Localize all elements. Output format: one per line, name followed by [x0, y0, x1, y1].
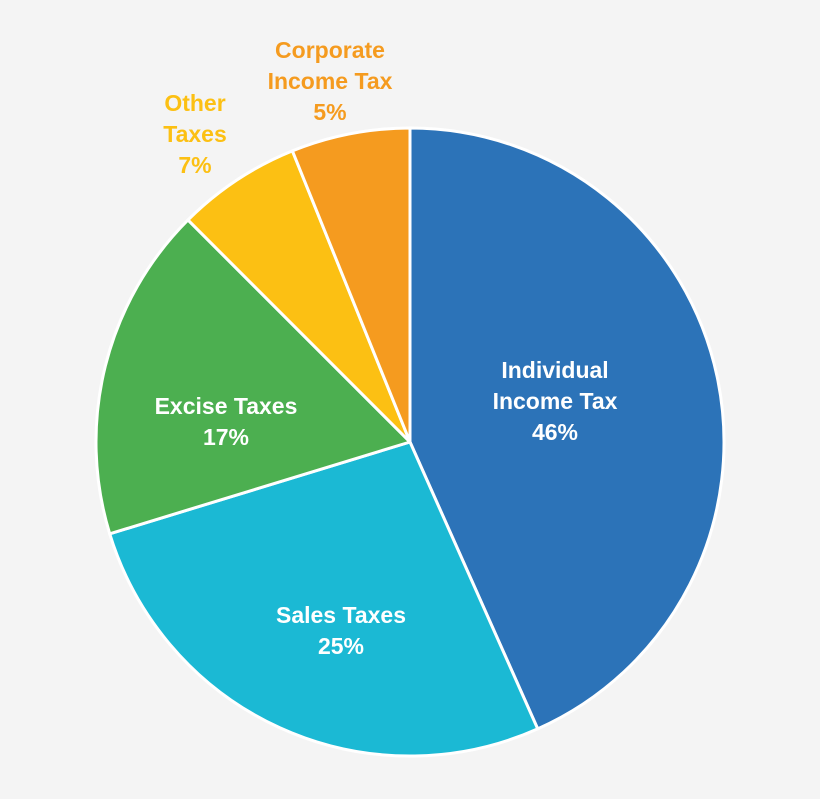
pie-slice [108, 440, 540, 758]
slice-label: Individual Income Tax 46% [493, 357, 618, 445]
slice-name-label: Excise Taxes [155, 393, 298, 419]
pie-slice [408, 126, 726, 731]
pie-slice [94, 218, 412, 536]
slice-name-label: Corporate [275, 37, 385, 63]
slice-label: Excise Taxes 17% [155, 393, 298, 450]
slice-percent-label: 46% [532, 419, 578, 445]
pie-slice [290, 126, 412, 444]
slice-name-label: Taxes [163, 121, 227, 147]
slice-name-label: Other [164, 90, 225, 116]
slice-name-label: Sales Taxes [276, 602, 406, 628]
slice-percent-label: 5% [313, 99, 346, 125]
slice-label: Other Taxes 7% [163, 90, 227, 178]
slice-name-label: Income Tax [493, 388, 618, 414]
slice-name-label: Individual [501, 357, 608, 383]
slice-percent-label: 25% [318, 633, 364, 659]
pie-slice [186, 149, 412, 444]
slice-name-label: Income Tax [268, 68, 393, 94]
slice-percent-label: 17% [203, 424, 249, 450]
slice-label: Corporate Income Tax 5% [268, 37, 393, 125]
slice-percent-label: 7% [178, 152, 211, 178]
slice-label: Sales Taxes 25% [276, 602, 406, 659]
